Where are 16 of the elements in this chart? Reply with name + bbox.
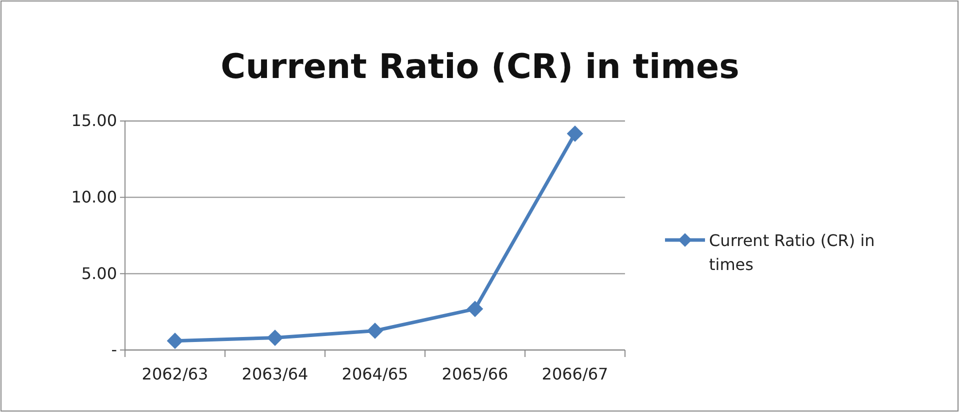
point (266, 330, 284, 346)
point (566, 126, 584, 142)
chart-title: Current Ratio (CR) in times (220, 47, 740, 87)
point (166, 332, 184, 350)
x-tick-label: 2066/67 (542, 364, 608, 384)
x-tick-label: 2062/63 (142, 364, 208, 384)
y-tick-label: - (111, 340, 117, 360)
y-tick-label: 15.00 (71, 111, 117, 130)
y-tick-label: 10.00 (71, 187, 117, 206)
x-tick-label: 2063/64 (242, 364, 308, 384)
y-tick-label: 5.00 (81, 264, 117, 283)
point (366, 322, 384, 339)
point (466, 300, 484, 318)
x-tick-label: 2065/66 (442, 364, 508, 384)
x-tick-label: 2064/65 (342, 364, 408, 384)
legend-label: Current Ratio (CR) in times (709, 231, 875, 274)
